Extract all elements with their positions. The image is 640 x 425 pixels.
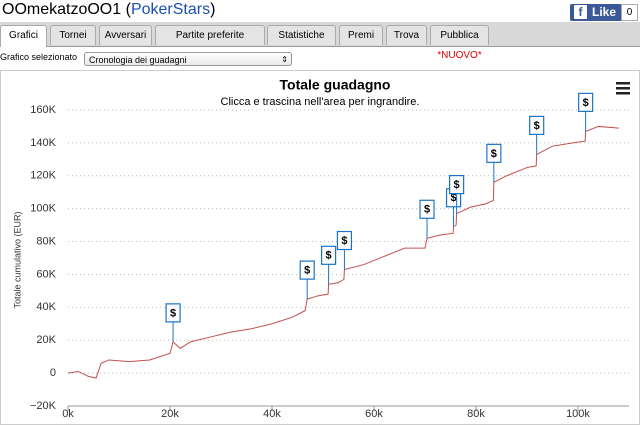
flag-box [336, 230, 353, 251]
like-button[interactable]: Like [570, 4, 623, 21]
tab-label: Tornei [59, 30, 87, 41]
tab-label: Trova [393, 30, 420, 41]
flag: $ [321, 245, 337, 285]
tab[interactable]: Partite preferite [155, 25, 265, 45]
y-axis-label: Totale cumulativo (EUR) [12, 211, 22, 308]
flag-box [299, 260, 315, 280]
flag-box [449, 174, 465, 195]
tab-label: Pubblica [440, 30, 479, 41]
x-tick-label: 0k [62, 408, 74, 420]
flag: $ [299, 260, 315, 300]
x-tick-label: 80k [467, 408, 485, 420]
x-tick-label: 20k [161, 408, 179, 420]
y-tick-label: 160K [30, 104, 56, 116]
tab[interactable]: Grafici [0, 25, 47, 47]
y-tick-label: 60K [36, 268, 56, 280]
y-tick-label: 100K [30, 203, 56, 215]
flag-text: $ [583, 97, 589, 109]
flag: $ [449, 174, 465, 214]
tab-bar: Grafici Tornei Avversari Partite preferite S… [0, 22, 640, 61]
flag-text: $ [450, 192, 456, 204]
tab[interactable]: Tornei [50, 25, 96, 45]
tab[interactable]: Trova [386, 25, 427, 45]
y-tick-label: 80K [36, 235, 56, 247]
y-tick-label: −20K [30, 400, 57, 412]
new-badge: *NUOVO* [437, 50, 482, 61]
flag-box [419, 199, 435, 219]
chart-subtitle: Clicca e trascina nell'area per ingrandi… [221, 96, 420, 108]
flag-box [529, 115, 545, 136]
tab-label: Premi [347, 30, 375, 41]
y-tick-label: 0 [50, 367, 56, 379]
chart: Totale guadagno Clicca e trascina nell'a… [0, 70, 640, 425]
flag-text: $ [326, 250, 332, 262]
chart-title: Totale guadagno [280, 77, 391, 93]
flag-text: $ [491, 148, 497, 160]
x-tick-label: 60k [365, 408, 383, 420]
tab[interactable]: Statistiche [267, 25, 336, 45]
selector[interactable]: Cronologia dei guadagni [84, 52, 292, 67]
y-tick-label: 120K [30, 170, 56, 182]
flag: $ [165, 303, 181, 342]
flag: $ [578, 92, 594, 132]
header: OOmekatzoOO1 (PokerStars) [2, 1, 215, 19]
tab-label: Partite preferite [175, 30, 245, 41]
flag-box [486, 143, 502, 163]
flag-text: $ [454, 179, 460, 191]
tab-label: Grafici [9, 30, 38, 41]
flag-text: $ [170, 307, 176, 319]
x-tick-label: 100k [566, 408, 590, 420]
tab[interactable]: Pubblica *NUOVO* [430, 25, 489, 61]
flag: $ [486, 143, 502, 183]
y-tick-label: 40K [36, 301, 56, 313]
flag-text: $ [341, 235, 347, 247]
paren: ( [125, 1, 131, 18]
flag: $ [529, 115, 545, 155]
tab-label: Statistiche [278, 30, 325, 41]
flag-text: $ [304, 265, 310, 277]
site-link[interactable]: PokerStars [130, 1, 211, 18]
flag-text: $ [424, 204, 430, 216]
paren: ) [210, 1, 216, 18]
flag-text: $ [534, 120, 540, 132]
tab-label: Avversari [104, 30, 147, 41]
flag-box [165, 303, 181, 323]
flag-box [578, 92, 594, 112]
selector-label: Grafico selezionato [0, 52, 78, 62]
tab[interactable]: Premi [339, 25, 383, 45]
player: OOmekatzoOO1 [2, 1, 122, 18]
x-tick-label: 40k [263, 408, 281, 420]
menu-icon[interactable] [616, 82, 630, 95]
like-count: 0 [621, 4, 638, 21]
tab[interactable]: Avversari [99, 25, 152, 45]
flag: $ [336, 230, 353, 270]
flag-box [321, 245, 337, 265]
y-tick-label: 140K [30, 137, 56, 149]
y-tick-label: 20K [36, 334, 56, 346]
flag: $ [419, 199, 435, 239]
